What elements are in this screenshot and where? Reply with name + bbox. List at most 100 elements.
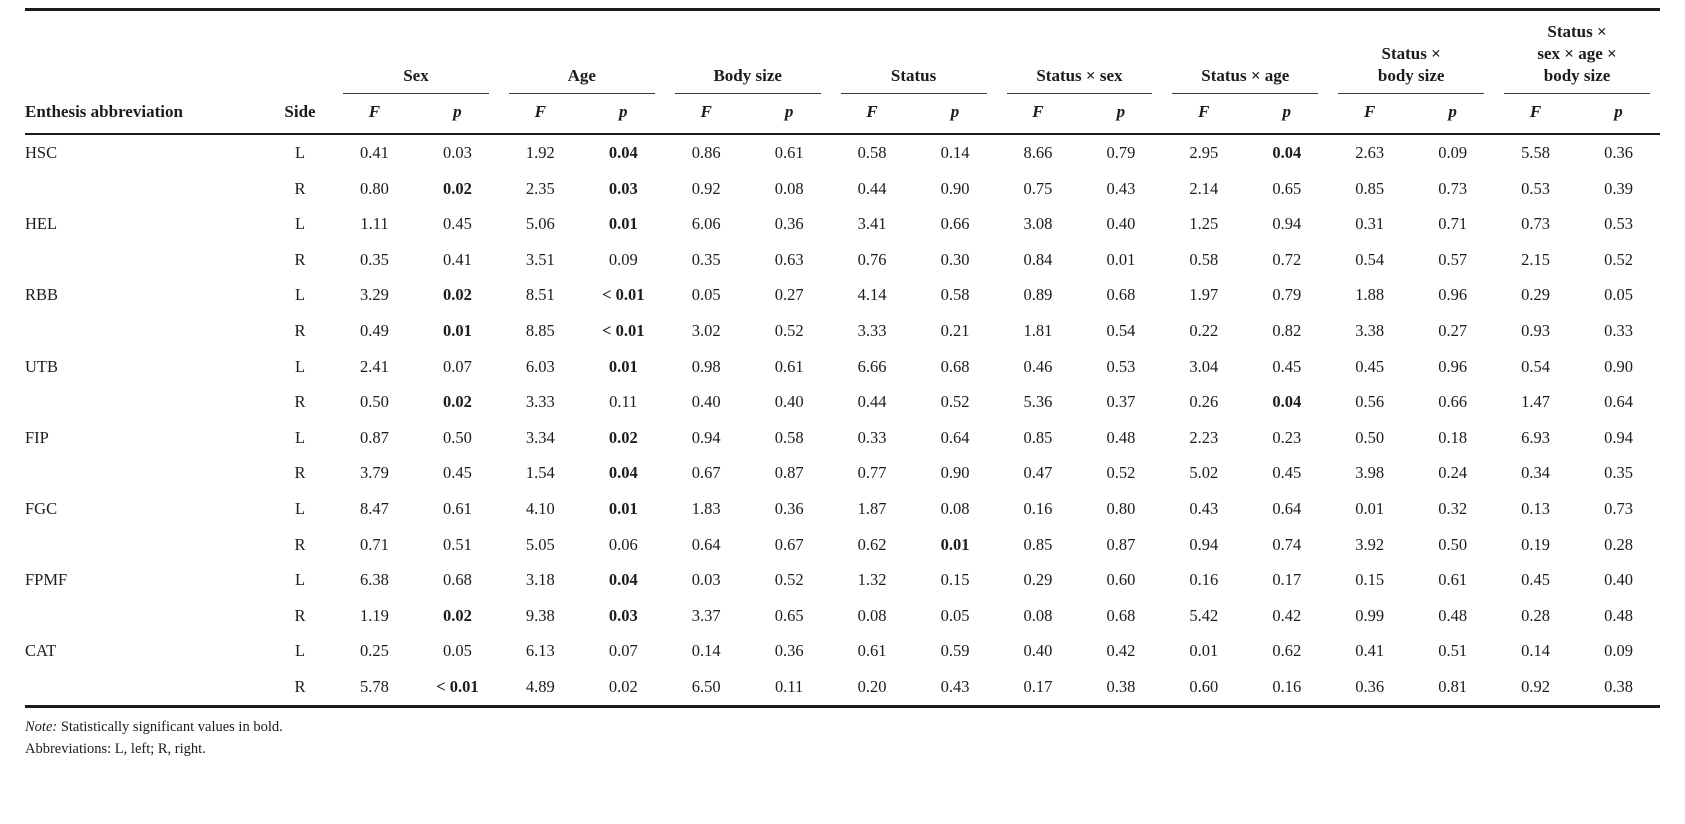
- f-value-cell: 0.25: [360, 641, 389, 661]
- f-value-cell: 0.64: [691, 534, 721, 554]
- p-value-cell: 0.43: [1106, 178, 1136, 198]
- f-value-cell: 0.43: [1189, 499, 1219, 519]
- side-cell: R: [294, 534, 306, 554]
- p-value-cell: 0.14: [940, 143, 970, 163]
- table-row: R 0.71 0.51 5.05 0.06 0.64 0.67 0.62 0.01 0.85 0.8…: [25, 527, 1660, 563]
- p-value-cell: 0.62: [1272, 641, 1302, 661]
- side-cell: L: [294, 427, 306, 447]
- p-value-cell: 0.52: [940, 392, 970, 412]
- p-value-cell: 0.45: [442, 463, 472, 483]
- group-label: Age: [508, 65, 655, 95]
- p-value-cell: 0.03: [442, 143, 472, 163]
- p-value-cell: 0.45: [442, 214, 472, 234]
- group-label: Status × sex: [1006, 65, 1153, 95]
- side-cell: L: [294, 214, 306, 234]
- p-value-cell: 0.04: [608, 570, 638, 590]
- p-value-cell: 0.05: [940, 605, 970, 625]
- group-header-status-age: Status × age: [1162, 10, 1328, 95]
- p-value-cell: 0.11: [747, 669, 831, 708]
- f-value-cell: 0.85: [1023, 534, 1053, 554]
- p-value-cell: 0.07: [608, 641, 638, 661]
- p-value-cell: 0.61: [774, 143, 804, 163]
- p-value-cell: 0.32: [1438, 499, 1468, 519]
- f-value-cell: 0.85: [1023, 427, 1053, 447]
- p-value-cell: 0.02: [608, 427, 638, 447]
- f-value-cell: 0.01: [1189, 641, 1219, 661]
- p-value-cell: 0.08: [774, 178, 804, 198]
- p-value-cell: 0.61: [442, 499, 472, 519]
- p-value-cell: 0.52: [1604, 249, 1633, 269]
- p-header: p: [1079, 94, 1163, 136]
- p-value-cell: 0.40: [1106, 214, 1136, 234]
- enthesis-abbreviation-header: Enthesis abbreviation: [25, 94, 267, 136]
- p-value-cell: 0.79: [1272, 285, 1302, 305]
- p-value-cell: 0.73: [1438, 178, 1468, 198]
- p-value-cell: 0.72: [1272, 249, 1302, 269]
- p-value-cell: 0.01: [940, 534, 970, 554]
- p-value-cell: 0.01: [1106, 249, 1136, 269]
- p-value-cell: 0.66: [1438, 392, 1468, 412]
- f-value-cell: 2.35: [525, 178, 555, 198]
- f-value-cell: 1.25: [1189, 214, 1219, 234]
- f-value-cell: 0.40: [1023, 641, 1053, 661]
- enthesis-abbreviation-cell: [25, 598, 267, 634]
- p-header: p: [1577, 94, 1660, 136]
- spacer-cell: [25, 10, 267, 95]
- f-value-cell: 0.13: [1521, 499, 1551, 519]
- enthesis-abbreviation-cell: [25, 171, 267, 207]
- f-value-cell: 0.03: [691, 570, 721, 590]
- p-value-cell: < 0.01: [602, 285, 645, 305]
- side-cell: R: [294, 605, 306, 625]
- table-body: HSC L 0.41 0.03 1.92 0.04 0.86 0.61 0.58 0.14 8.66…: [25, 134, 1660, 708]
- f-value-cell: 3.92: [1355, 534, 1385, 554]
- p-value-cell: 0.38: [1079, 669, 1163, 708]
- group-label: Status × sex × age × body size: [1504, 21, 1650, 95]
- f-value-cell: 0.56: [1355, 392, 1385, 412]
- p-value-cell: 0.51: [1438, 641, 1468, 661]
- group-header-status-sex: Status × sex: [997, 10, 1163, 95]
- p-header: p: [1411, 94, 1495, 136]
- enthesis-abbreviation-cell: FGC: [25, 499, 58, 519]
- f-value-cell: 3.51: [525, 249, 555, 269]
- p-value-cell: 0.80: [1106, 499, 1136, 519]
- p-value-cell: 0.04: [1272, 143, 1302, 163]
- f-value-cell: 1.97: [1189, 285, 1219, 305]
- p-value-cell: 0.90: [1604, 356, 1633, 376]
- f-value-cell: 0.31: [1355, 214, 1385, 234]
- group-header-body-size: Body size: [665, 10, 831, 95]
- side-cell: L: [294, 641, 306, 661]
- f-value-cell: 0.73: [1521, 214, 1551, 234]
- enthesis-abbreviation-cell: HSC: [25, 143, 58, 163]
- f-value-cell: 0.54: [1521, 356, 1551, 376]
- p-value-cell: 0.48: [1106, 427, 1136, 447]
- f-value-cell: 0.44: [857, 178, 887, 198]
- side-cell: L: [294, 570, 306, 590]
- f-value-cell: 3.33: [857, 321, 887, 341]
- p-value-cell: 0.40: [1604, 570, 1633, 590]
- p-value-cell: 0.03: [608, 605, 638, 625]
- f-value-cell: 0.45: [1355, 356, 1385, 376]
- f-value-cell: 0.41: [1355, 641, 1385, 661]
- f-value-cell: 3.79: [360, 463, 389, 483]
- f-value-cell: 6.93: [1521, 427, 1551, 447]
- p-value-cell: 0.63: [774, 249, 804, 269]
- f-value-cell: 6.50: [664, 669, 748, 708]
- p-value-cell: 0.36: [774, 214, 804, 234]
- f-value-cell: 0.47: [1023, 463, 1053, 483]
- f-value-cell: 0.50: [360, 392, 389, 412]
- p-value-cell: 0.67: [774, 534, 804, 554]
- f-value-cell: 0.94: [1189, 534, 1219, 554]
- p-value-cell: 0.35: [1604, 463, 1633, 483]
- f-value-cell: 0.22: [1189, 321, 1219, 341]
- p-value-cell: 0.58: [774, 427, 804, 447]
- note-text: Statistically significant values in bold…: [57, 718, 283, 735]
- side-cell: L: [294, 285, 306, 305]
- f-value-cell: 0.15: [1355, 570, 1385, 590]
- f-value-cell: 0.46: [1023, 356, 1053, 376]
- p-value-cell: 0.66: [940, 214, 970, 234]
- p-header: p: [1245, 94, 1329, 136]
- p-value-cell: 0.01: [608, 356, 638, 376]
- f-value-cell: 8.51: [525, 285, 555, 305]
- p-value-cell: 0.05: [442, 641, 472, 661]
- f-value-cell: 0.16: [1189, 570, 1219, 590]
